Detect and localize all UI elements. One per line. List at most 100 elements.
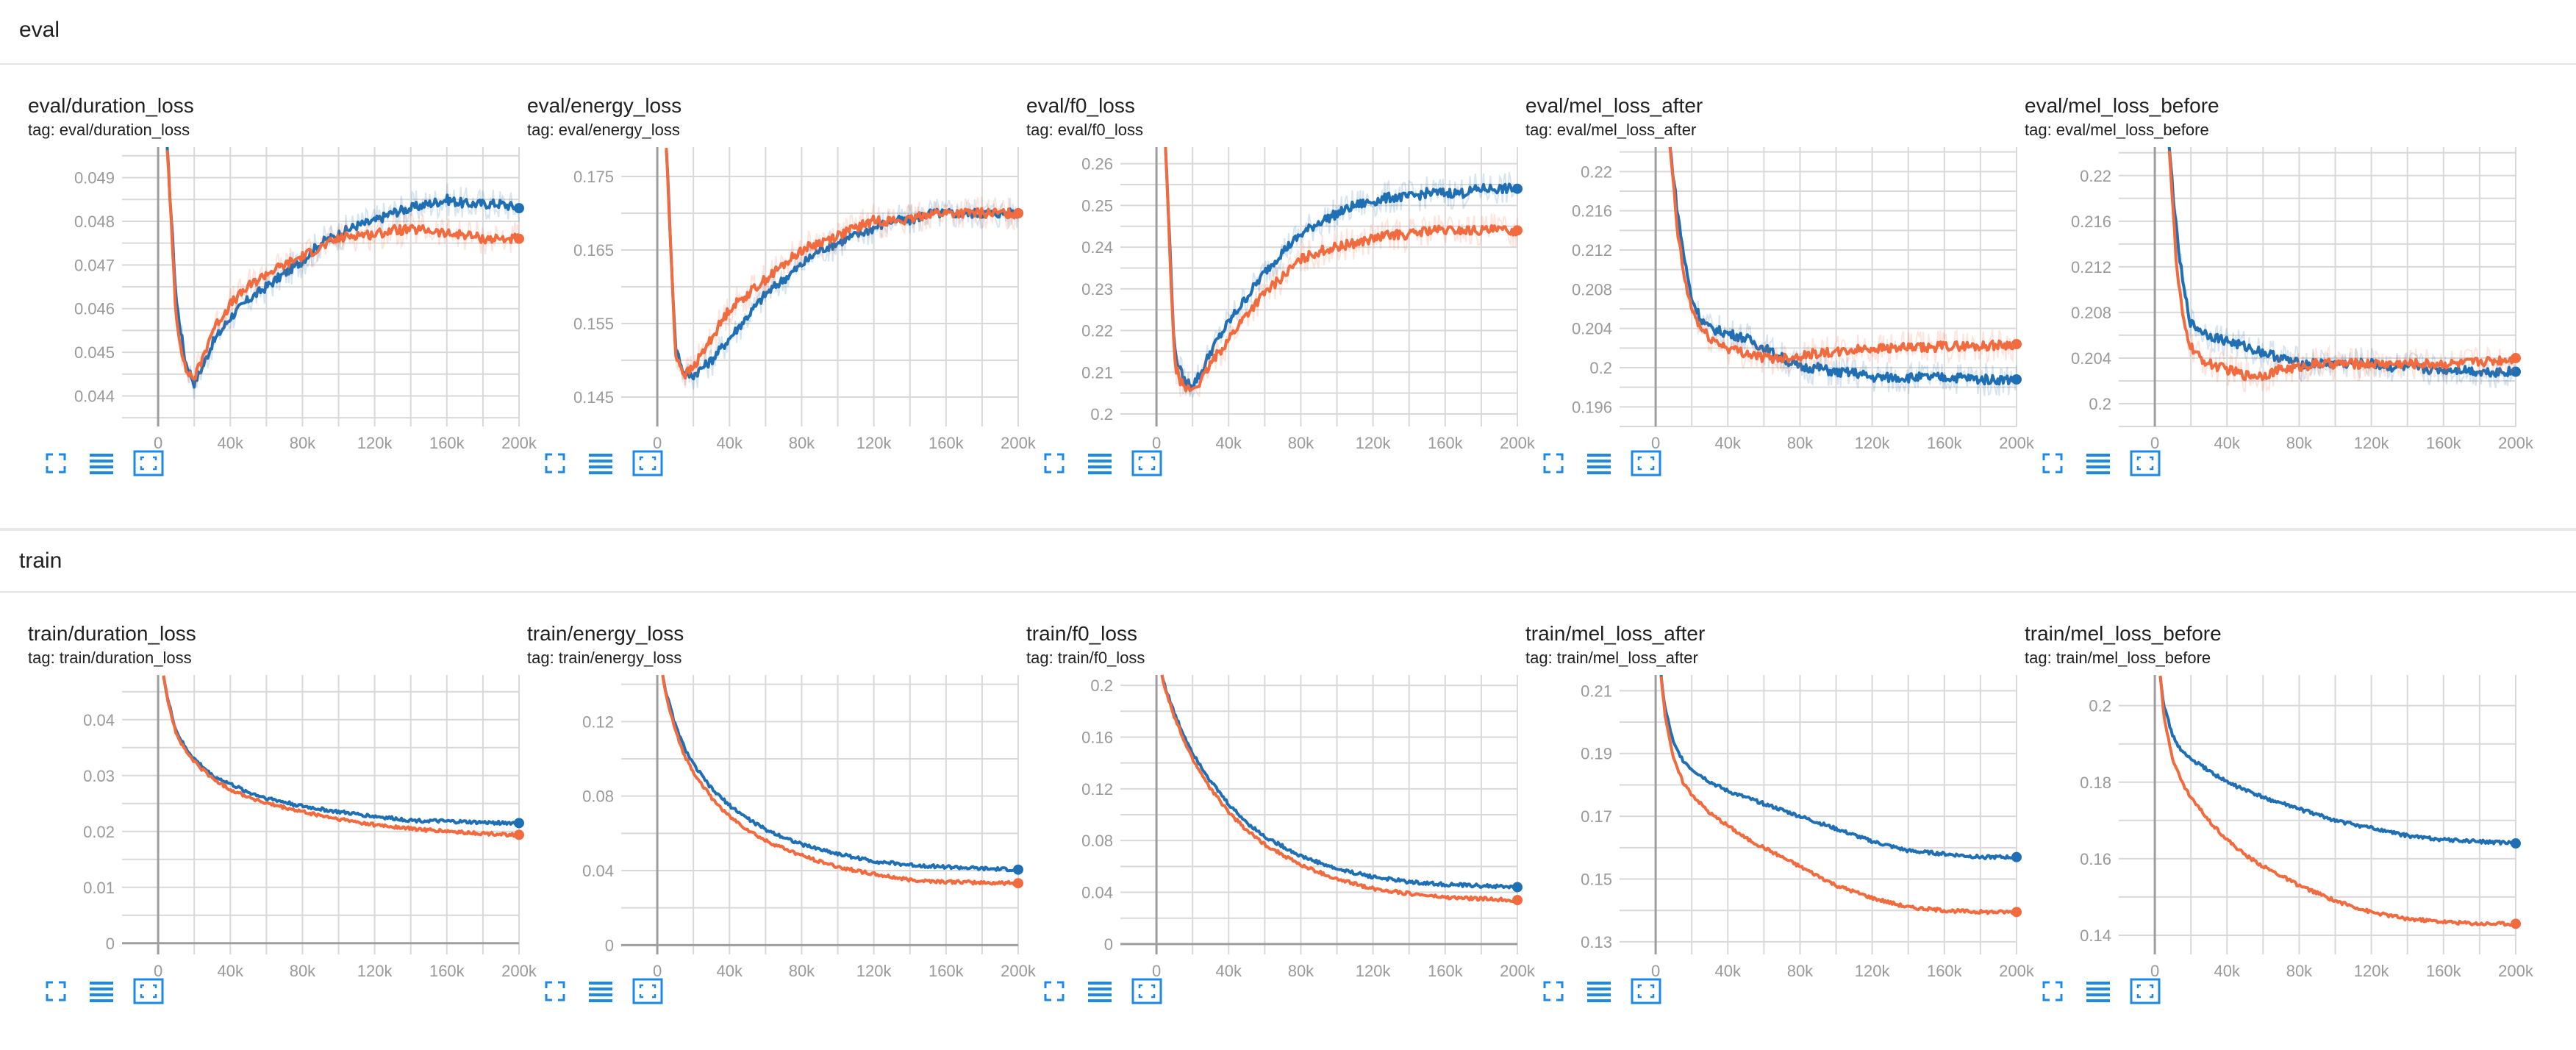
- chart-toolbar: [19, 975, 313, 1007]
- fit-domain-icon[interactable]: [2129, 447, 2161, 479]
- series-line[interactable]: [665, 148, 1020, 380]
- series-line[interactable]: [165, 146, 520, 389]
- line-chart[interactable]: 0.145 0.155 0.165 0.175 0 40k 80k 120k 160k 200k: [518, 147, 1037, 452]
- fullscreen-icon[interactable]: [2036, 447, 2069, 479]
- fullscreen-icon[interactable]: [1537, 975, 1570, 1007]
- series-line[interactable]: [661, 675, 1019, 873]
- series-end-point[interactable]: [514, 829, 524, 840]
- series-end-point[interactable]: [1013, 208, 1023, 218]
- fit-domain-icon[interactable]: [632, 975, 664, 1007]
- series-end-point[interactable]: [2011, 374, 2022, 385]
- fullscreen-icon[interactable]: [40, 975, 72, 1007]
- y-tick-label: 0.16: [2080, 850, 2111, 868]
- series-end-point[interactable]: [2011, 851, 2022, 863]
- data-table-icon[interactable]: [1084, 975, 1116, 1007]
- series-line[interactable]: [2158, 676, 2516, 846]
- fit-domain-icon[interactable]: [132, 975, 165, 1007]
- data-table-icon[interactable]: [1583, 975, 1615, 1007]
- series-line[interactable]: [2167, 150, 2516, 382]
- x-tick-label: 160k: [929, 434, 965, 452]
- x-tick-label: 40k: [1216, 962, 1242, 980]
- series-end-point[interactable]: [514, 233, 524, 244]
- data-table-icon[interactable]: [2082, 975, 2114, 1007]
- line-chart[interactable]: 0 0.04 0.08 0.12 0 40k 80k 120k 160k 200k: [518, 674, 1037, 980]
- fit-domain-icon[interactable]: [1630, 975, 1662, 1007]
- data-table-icon[interactable]: [1084, 447, 1116, 479]
- series-end-point[interactable]: [1512, 183, 1523, 194]
- series-end-point[interactable]: [2511, 838, 2521, 849]
- fit-domain-icon[interactable]: [632, 447, 664, 479]
- x-tick-label: 0: [1152, 434, 1161, 452]
- series-line[interactable]: [1668, 146, 2018, 364]
- y-tick-label: 0.23: [1081, 280, 1113, 299]
- x-tick-label: 200k: [1001, 434, 1037, 452]
- x-tick-label: 80k: [2286, 434, 2313, 452]
- section-header-train[interactable]: train: [0, 528, 2576, 593]
- fit-domain-icon[interactable]: [132, 447, 165, 479]
- series-end-point[interactable]: [2011, 339, 2022, 349]
- series-line[interactable]: [1160, 674, 1518, 903]
- series-line[interactable]: [165, 150, 520, 381]
- series-end-point[interactable]: [2011, 907, 2022, 918]
- line-chart[interactable]: 0.13 0.15 0.17 0.19 0.21 0 40k 80k 120k 160k 200k: [1517, 674, 2035, 980]
- series-end-point[interactable]: [1013, 878, 1023, 889]
- fit-domain-icon[interactable]: [2129, 975, 2161, 1007]
- series-line[interactable]: [1659, 676, 2017, 915]
- data-table-icon[interactable]: [2082, 447, 2114, 479]
- series-end-point[interactable]: [1013, 864, 1023, 875]
- y-tick-label: 0.046: [74, 300, 115, 318]
- fullscreen-icon[interactable]: [40, 447, 72, 479]
- series-end-point[interactable]: [1512, 225, 1523, 236]
- fit-domain-icon[interactable]: [1131, 447, 1163, 479]
- fullscreen-icon[interactable]: [539, 975, 571, 1007]
- series-line[interactable]: [1668, 146, 2018, 386]
- chart-toolbar: [1517, 975, 1811, 1007]
- x-tick-label: 160k: [429, 962, 465, 980]
- section-header-eval[interactable]: eval: [0, 0, 2576, 65]
- series-line[interactable]: [2167, 146, 2517, 378]
- series-line[interactable]: [1659, 674, 2017, 860]
- data-table-icon[interactable]: [1583, 447, 1615, 479]
- series-line[interactable]: [162, 676, 520, 826]
- x-tick-label: 120k: [856, 962, 892, 980]
- fit-domain-icon[interactable]: [1131, 975, 1163, 1007]
- data-table-icon[interactable]: [584, 975, 617, 1007]
- line-chart[interactable]: 0.14 0.16 0.18 0.2 0 40k 80k 120k 160k 200k: [2016, 675, 2534, 980]
- series-end-point[interactable]: [2511, 352, 2521, 363]
- line-chart[interactable]: 0.044 0.045 0.046 0.047 0.048 0.049 0 40k 80k 120…: [19, 146, 537, 452]
- fullscreen-icon[interactable]: [1038, 447, 1070, 479]
- series-line[interactable]: [661, 674, 1019, 887]
- line-chart[interactable]: 0 0.04 0.08 0.12 0.16 0.2 0 40k 80k 120k 160k 200k: [1017, 674, 1536, 980]
- line-chart[interactable]: 0.2 0.204 0.208 0.212 0.216 0.22 0 40k 80k 120k 16…: [2016, 146, 2534, 452]
- series-line[interactable]: [1160, 674, 1518, 890]
- series-end-point[interactable]: [2511, 366, 2521, 377]
- line-chart[interactable]: 0.2 0.21 0.22 0.23 0.24 0.25 0.26 0 40k 80k 120k 16…: [1017, 146, 1536, 452]
- x-tick-label: 160k: [1428, 962, 1464, 980]
- fullscreen-icon[interactable]: [2036, 975, 2069, 1007]
- series-end-point[interactable]: [514, 818, 524, 829]
- chart-title: train/duration_loss: [28, 622, 196, 645]
- data-table-icon[interactable]: [85, 975, 118, 1007]
- series-line[interactable]: [1164, 148, 1519, 390]
- chart-card: train/mel_loss_before tag: train/mel_loss…: [2016, 622, 2534, 1004]
- series-line[interactable]: [162, 675, 520, 838]
- y-tick-label: 0.04: [582, 862, 614, 880]
- series-end-point[interactable]: [1512, 882, 1523, 893]
- series-line[interactable]: [1164, 146, 1519, 393]
- x-tick-label: 0: [1152, 962, 1161, 980]
- line-chart[interactable]: 0.196 0.2 0.204 0.208 0.212 0.216 0.22 0 40k 80k 1…: [1517, 146, 2035, 452]
- x-tick-label: 80k: [290, 434, 316, 452]
- series-end-point[interactable]: [1512, 895, 1523, 906]
- x-tick-label: 40k: [717, 962, 743, 980]
- series-end-point[interactable]: [2511, 918, 2521, 929]
- fullscreen-icon[interactable]: [1537, 447, 1570, 479]
- series-end-point[interactable]: [514, 203, 524, 214]
- data-table-icon[interactable]: [85, 447, 118, 479]
- fullscreen-icon[interactable]: [539, 447, 571, 479]
- series-line[interactable]: [2158, 675, 2517, 927]
- y-tick-label: 0.212: [1572, 241, 1612, 260]
- fit-domain-icon[interactable]: [1630, 447, 1662, 479]
- fullscreen-icon[interactable]: [1038, 975, 1070, 1007]
- line-chart[interactable]: 0 0.01 0.02 0.03 0.04 0 40k 80k 120k 160k 200k: [19, 675, 537, 980]
- data-table-icon[interactable]: [584, 447, 617, 479]
